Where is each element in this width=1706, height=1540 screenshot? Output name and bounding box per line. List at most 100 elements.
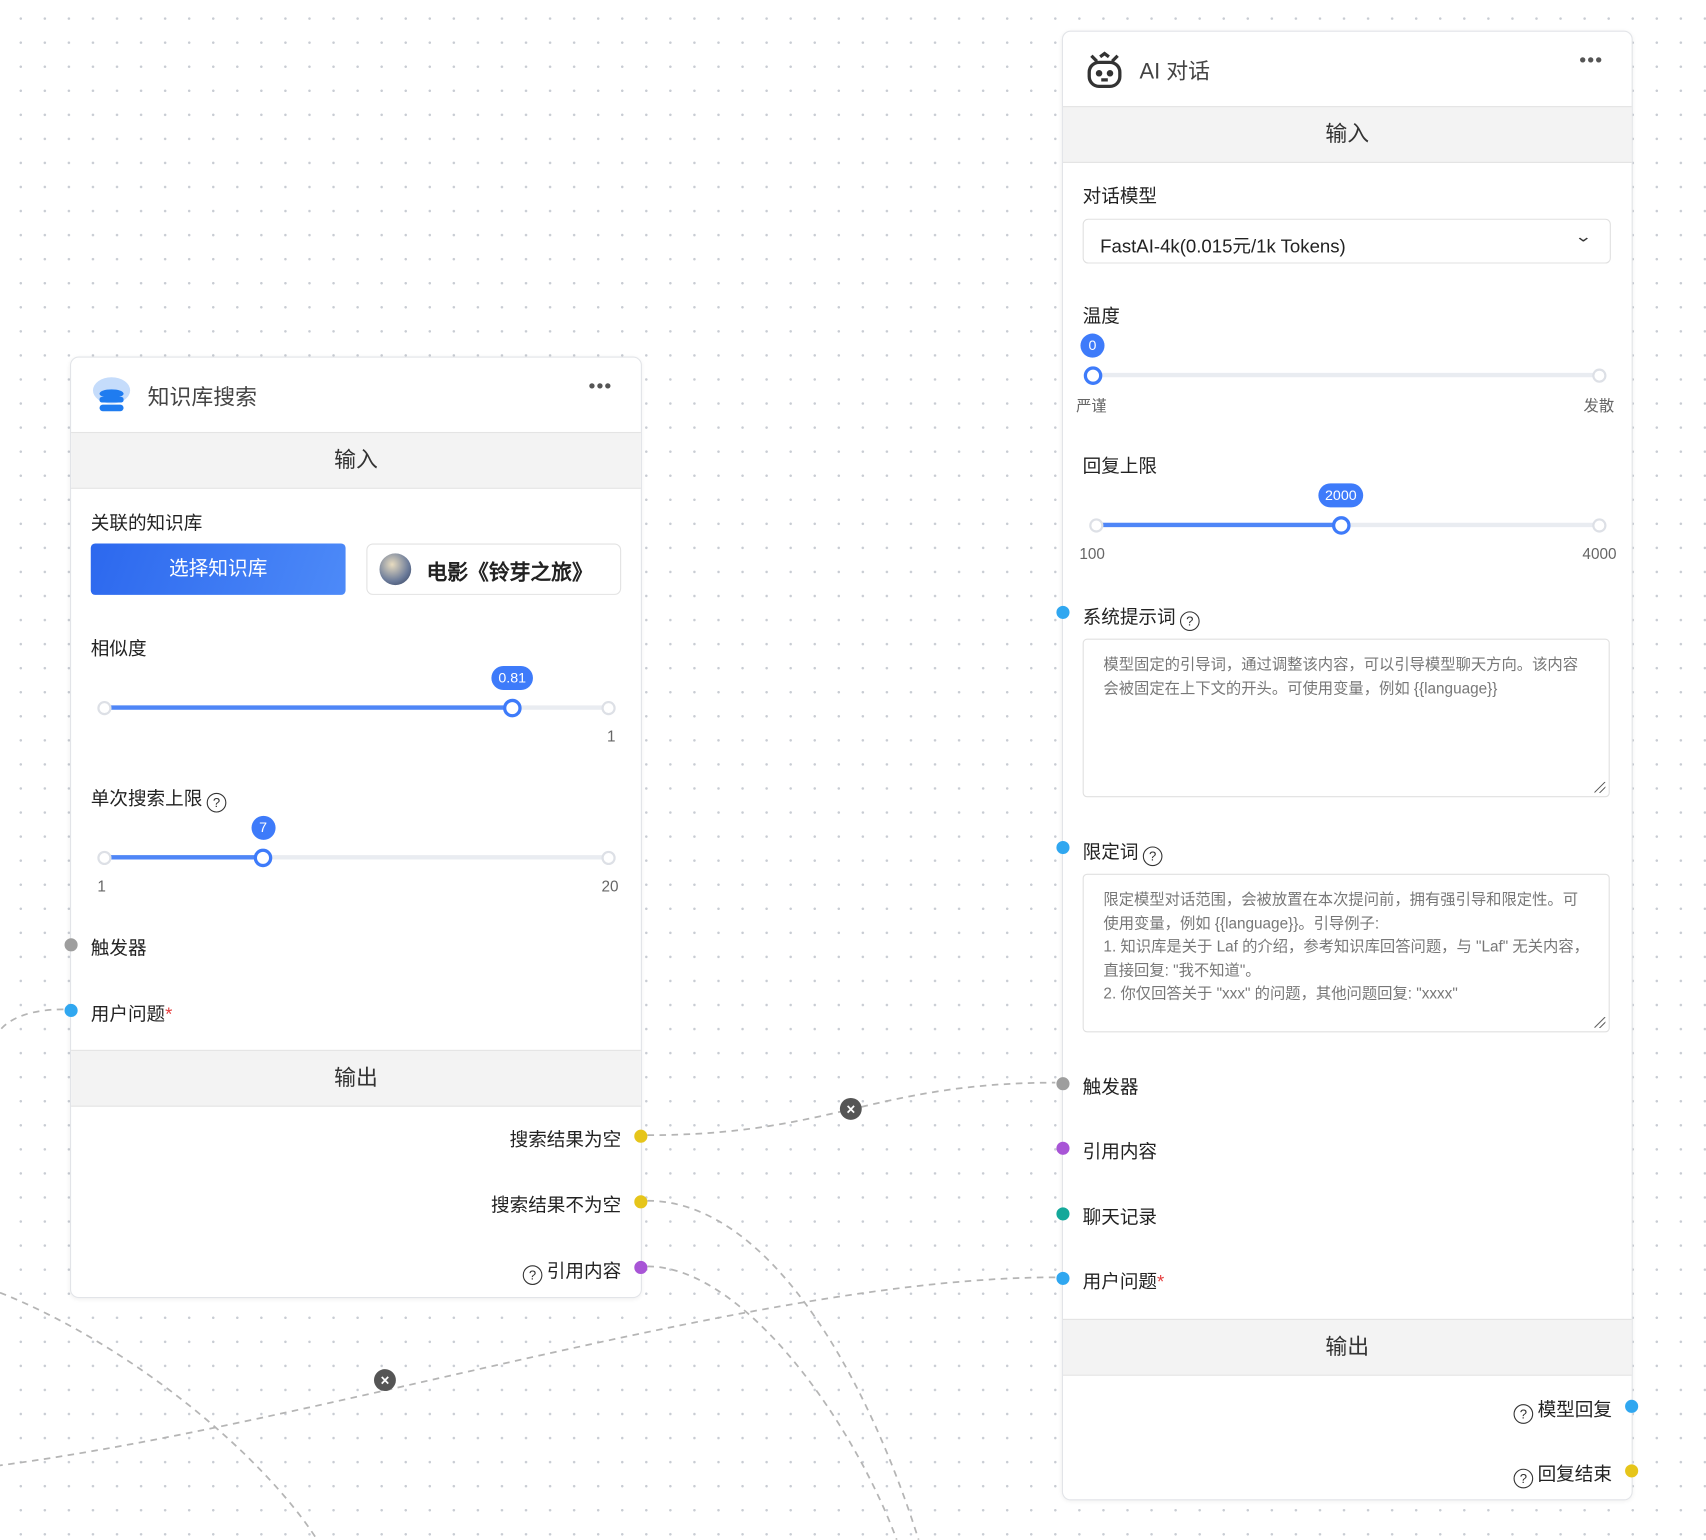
slider-max-mark [1591,367,1606,383]
input-handle-system-prompt[interactable] [1056,605,1070,619]
node-title: AI 对话 [1139,60,1211,85]
slider-thumb[interactable] [1083,365,1102,385]
input-handle-trigger[interactable] [1056,1077,1070,1091]
slider-value-bubble: 0 [1080,333,1105,358]
output-finish-text: 回复结束 [1537,1464,1612,1486]
slider-thumb[interactable] [502,698,522,717]
required-marker: * [165,1003,173,1025]
help-icon[interactable]: ? [1142,846,1163,867]
slider-thumb[interactable] [253,848,273,867]
chevron-down-icon: ⌄ [1574,227,1593,245]
input-user-question-label: 用户问题* [91,998,173,1025]
system-prompt-textarea[interactable]: 模型固定的引导词，通过调整该内容，可以引导模型聊天方向。该内容会被固定在上下文的… [1082,638,1610,798]
input-handle-quote[interactable] [1056,1141,1070,1155]
search-limit-label: 单次搜索上限? [91,783,227,813]
output-handle-answer[interactable] [1625,1399,1639,1413]
similarity-label: 相似度 [90,638,147,660]
search-limit-text: 单次搜索上限 [90,788,203,810]
help-icon[interactable]: ? [206,792,227,813]
node-title: 知识库搜索 [147,386,257,411]
slider-fill [1095,522,1341,528]
model-label: 对话模型 [1082,185,1158,207]
max-tokens-label: 回复上限 [1082,456,1158,477]
help-icon[interactable]: ? [522,1265,543,1285]
slider-max-mark [1591,517,1606,533]
delete-edge-button[interactable]: × [374,1369,396,1392]
output-handle-finish[interactable] [1625,1464,1639,1478]
output-empty-label: 搜索结果为空 [509,1129,622,1151]
kb-search-node[interactable]: 知识库搜索 ••• 输入 关联的知识库 选择知识库 电影《铃芽之旅》 相似度 0… [64,356,648,1299]
input-handle-history[interactable] [1056,1207,1070,1221]
input-user-question-text: 用户问题 [1082,1271,1158,1293]
kb-avatar [379,553,412,586]
slider-fill [103,705,513,710]
node-header[interactable]: AI 对话 ••• [1062,32,1632,108]
more-menu-icon[interactable]: ••• [1579,49,1604,72]
input-section-header: 输入 [71,431,641,489]
resize-handle[interactable] [1594,1017,1606,1028]
ai-chat-node[interactable]: AI 对话 ••• 输入 对话模型 FastAI-4k(0.015元/1k To… [1056,30,1639,1501]
output-handle-empty[interactable] [634,1129,648,1143]
slider-max-mark [600,850,616,865]
slider-min-mark [96,700,111,715]
selected-kb-name: 电影《铃芽之旅》 [426,562,593,586]
max-tokens-max-label: 4000 [1582,544,1617,563]
slider-min-mark [96,850,111,865]
help-icon[interactable]: ? [1179,611,1200,632]
resize-handle[interactable] [1594,781,1606,793]
temperature-min-label: 严谨 [1076,396,1107,415]
output-section-header: 输出 [1062,1318,1632,1376]
more-menu-icon[interactable]: ••• [588,375,613,397]
edge-quote-out [647,1265,898,1540]
output-quote-text: 引用内容 [546,1260,622,1282]
model-select[interactable]: FastAI-4k(0.015元/1k Tokens) ⌄ [1082,218,1611,264]
input-trigger-label: 触发器 [1082,1077,1139,1098]
output-not-empty-label: 搜索结果不为空 [491,1195,622,1217]
similarity-max-label: 1 [606,727,616,745]
search-limit-min-label: 1 [97,877,106,895]
limit-prompt-text: 限定词 [1082,842,1139,863]
selected-kb-tag[interactable]: 电影《铃芽之旅》 [366,543,622,595]
slider-track[interactable] [1092,372,1599,378]
edge-notempty-out [647,1199,920,1540]
output-quote-label: ? 引用内容 [522,1255,622,1285]
system-prompt-placeholder: 模型固定的引导词，通过调整该内容，可以引导模型聊天方向。该内容会被固定在上下文的… [1103,655,1579,697]
temperature-label: 温度 [1082,306,1120,327]
slider-min-mark [1088,517,1103,533]
slider-thumb[interactable] [1331,515,1351,535]
output-answer-label: ? 模型回复 [1513,1394,1612,1424]
limit-prompt-placeholder: 限定模型对话范围，会被放置在本次提问前，拥有强引导和限定性。可使用变量，例如 {… [1103,890,1589,1002]
required-marker: * [1157,1271,1165,1293]
limit-prompt-label: 限定词? [1083,837,1163,867]
output-handle-quote[interactable] [634,1260,648,1275]
output-section-header: 输出 [71,1049,641,1107]
database-cloud-icon [92,377,131,412]
select-kb-button[interactable]: 选择知识库 [90,543,346,595]
input-section-header: 输入 [1062,106,1632,163]
kb-label: 关联的知识库 [90,512,203,534]
output-handle-not-empty[interactable] [634,1195,648,1209]
input-handle-limit-prompt[interactable] [1056,840,1070,855]
input-handle-user-question[interactable] [1056,1271,1070,1285]
slider-track[interactable] [103,855,609,860]
input-quote-label: 引用内容 [1082,1141,1158,1163]
edge-left-bottom [0,1291,318,1540]
input-user-question-text: 用户问题 [90,1003,166,1025]
robot-icon [1087,51,1122,89]
slider-value-bubble: 7 [251,815,276,840]
node-header[interactable]: 知识库搜索 ••• [71,358,641,434]
help-icon[interactable]: ? [1513,1468,1534,1489]
help-icon[interactable]: ? [1513,1404,1534,1424]
input-user-question-label: 用户问题* [1083,1266,1165,1293]
slider-max-mark [600,700,616,715]
input-handle-trigger[interactable] [64,938,78,952]
input-handle-user-question[interactable] [64,1003,78,1018]
max-tokens-min-label: 100 [1079,544,1105,563]
edge-userq-ai [0,1276,1056,1467]
model-select-value: FastAI-4k(0.015元/1k Tokens) [1100,236,1346,257]
input-history-label: 聊天记录 [1082,1207,1158,1229]
limit-prompt-textarea[interactable]: 限定模型对话范围，会被放置在本次提问前，拥有强引导和限定性。可使用变量，例如 {… [1082,873,1610,1033]
output-finish-label: ? 回复结束 [1513,1459,1612,1489]
delete-edge-button[interactable]: × [839,1097,862,1120]
